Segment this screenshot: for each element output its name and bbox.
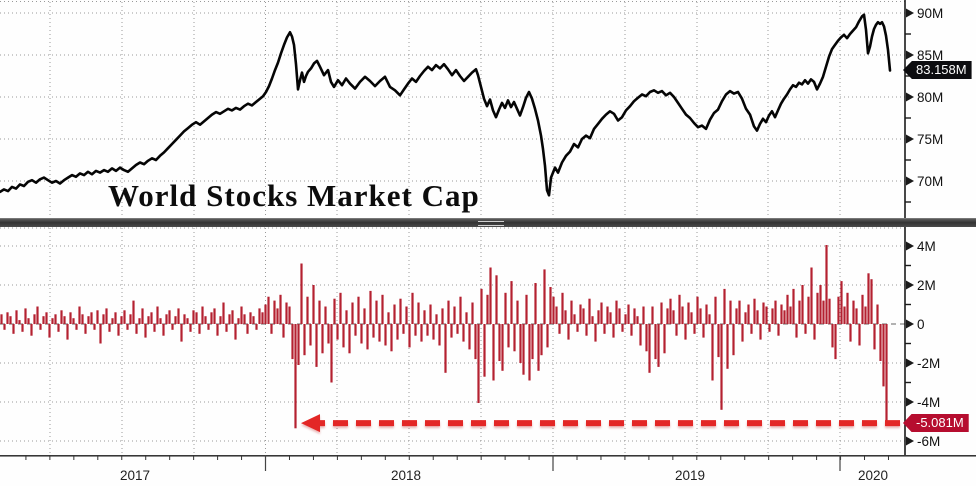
- svg-text:2017: 2017: [120, 468, 150, 483]
- panel-divider[interactable]: [0, 218, 976, 227]
- time-axis: 2017 2018 2019 2020: [0, 455, 976, 486]
- svg-text:2M: 2M: [917, 278, 936, 293]
- svg-text:4M: 4M: [917, 239, 936, 254]
- divider-grip-icon: [478, 221, 504, 226]
- svg-text:75M: 75M: [917, 132, 943, 147]
- chart-title: World Stocks Market Cap: [108, 178, 480, 213]
- last-value-badge-top: 83.158M: [903, 61, 972, 79]
- svg-text:2019: 2019: [675, 468, 705, 483]
- svg-text:70M: 70M: [917, 174, 943, 189]
- bottom-chart-panel[interactable]: 4M 2M 0 -2M -4M -6M: [0, 227, 976, 455]
- svg-text:2020: 2020: [858, 468, 888, 483]
- time-axis-scale: 2017 2018 2019 2020: [0, 455, 976, 483]
- svg-text:-6M: -6M: [917, 434, 940, 449]
- svg-text:85M: 85M: [917, 48, 943, 63]
- daily-change-bar-chart: 4M 2M 0 -2M -4M -6M: [0, 227, 940, 455]
- svg-text:0: 0: [917, 317, 925, 332]
- svg-text:2018: 2018: [391, 468, 421, 483]
- last-value-badge-bottom: -5.081M: [903, 414, 969, 432]
- top-chart-panel[interactable]: 90M 85M 80M 75M 70M World Stocks Market Cap: [0, 0, 976, 218]
- svg-text:80M: 80M: [917, 90, 943, 105]
- world-stocks-line-chart: 90M 85M 80M 75M 70M: [0, 0, 943, 218]
- svg-text:-4M: -4M: [917, 395, 940, 410]
- svg-text:90M: 90M: [917, 6, 943, 21]
- svg-text:-2M: -2M: [917, 356, 940, 371]
